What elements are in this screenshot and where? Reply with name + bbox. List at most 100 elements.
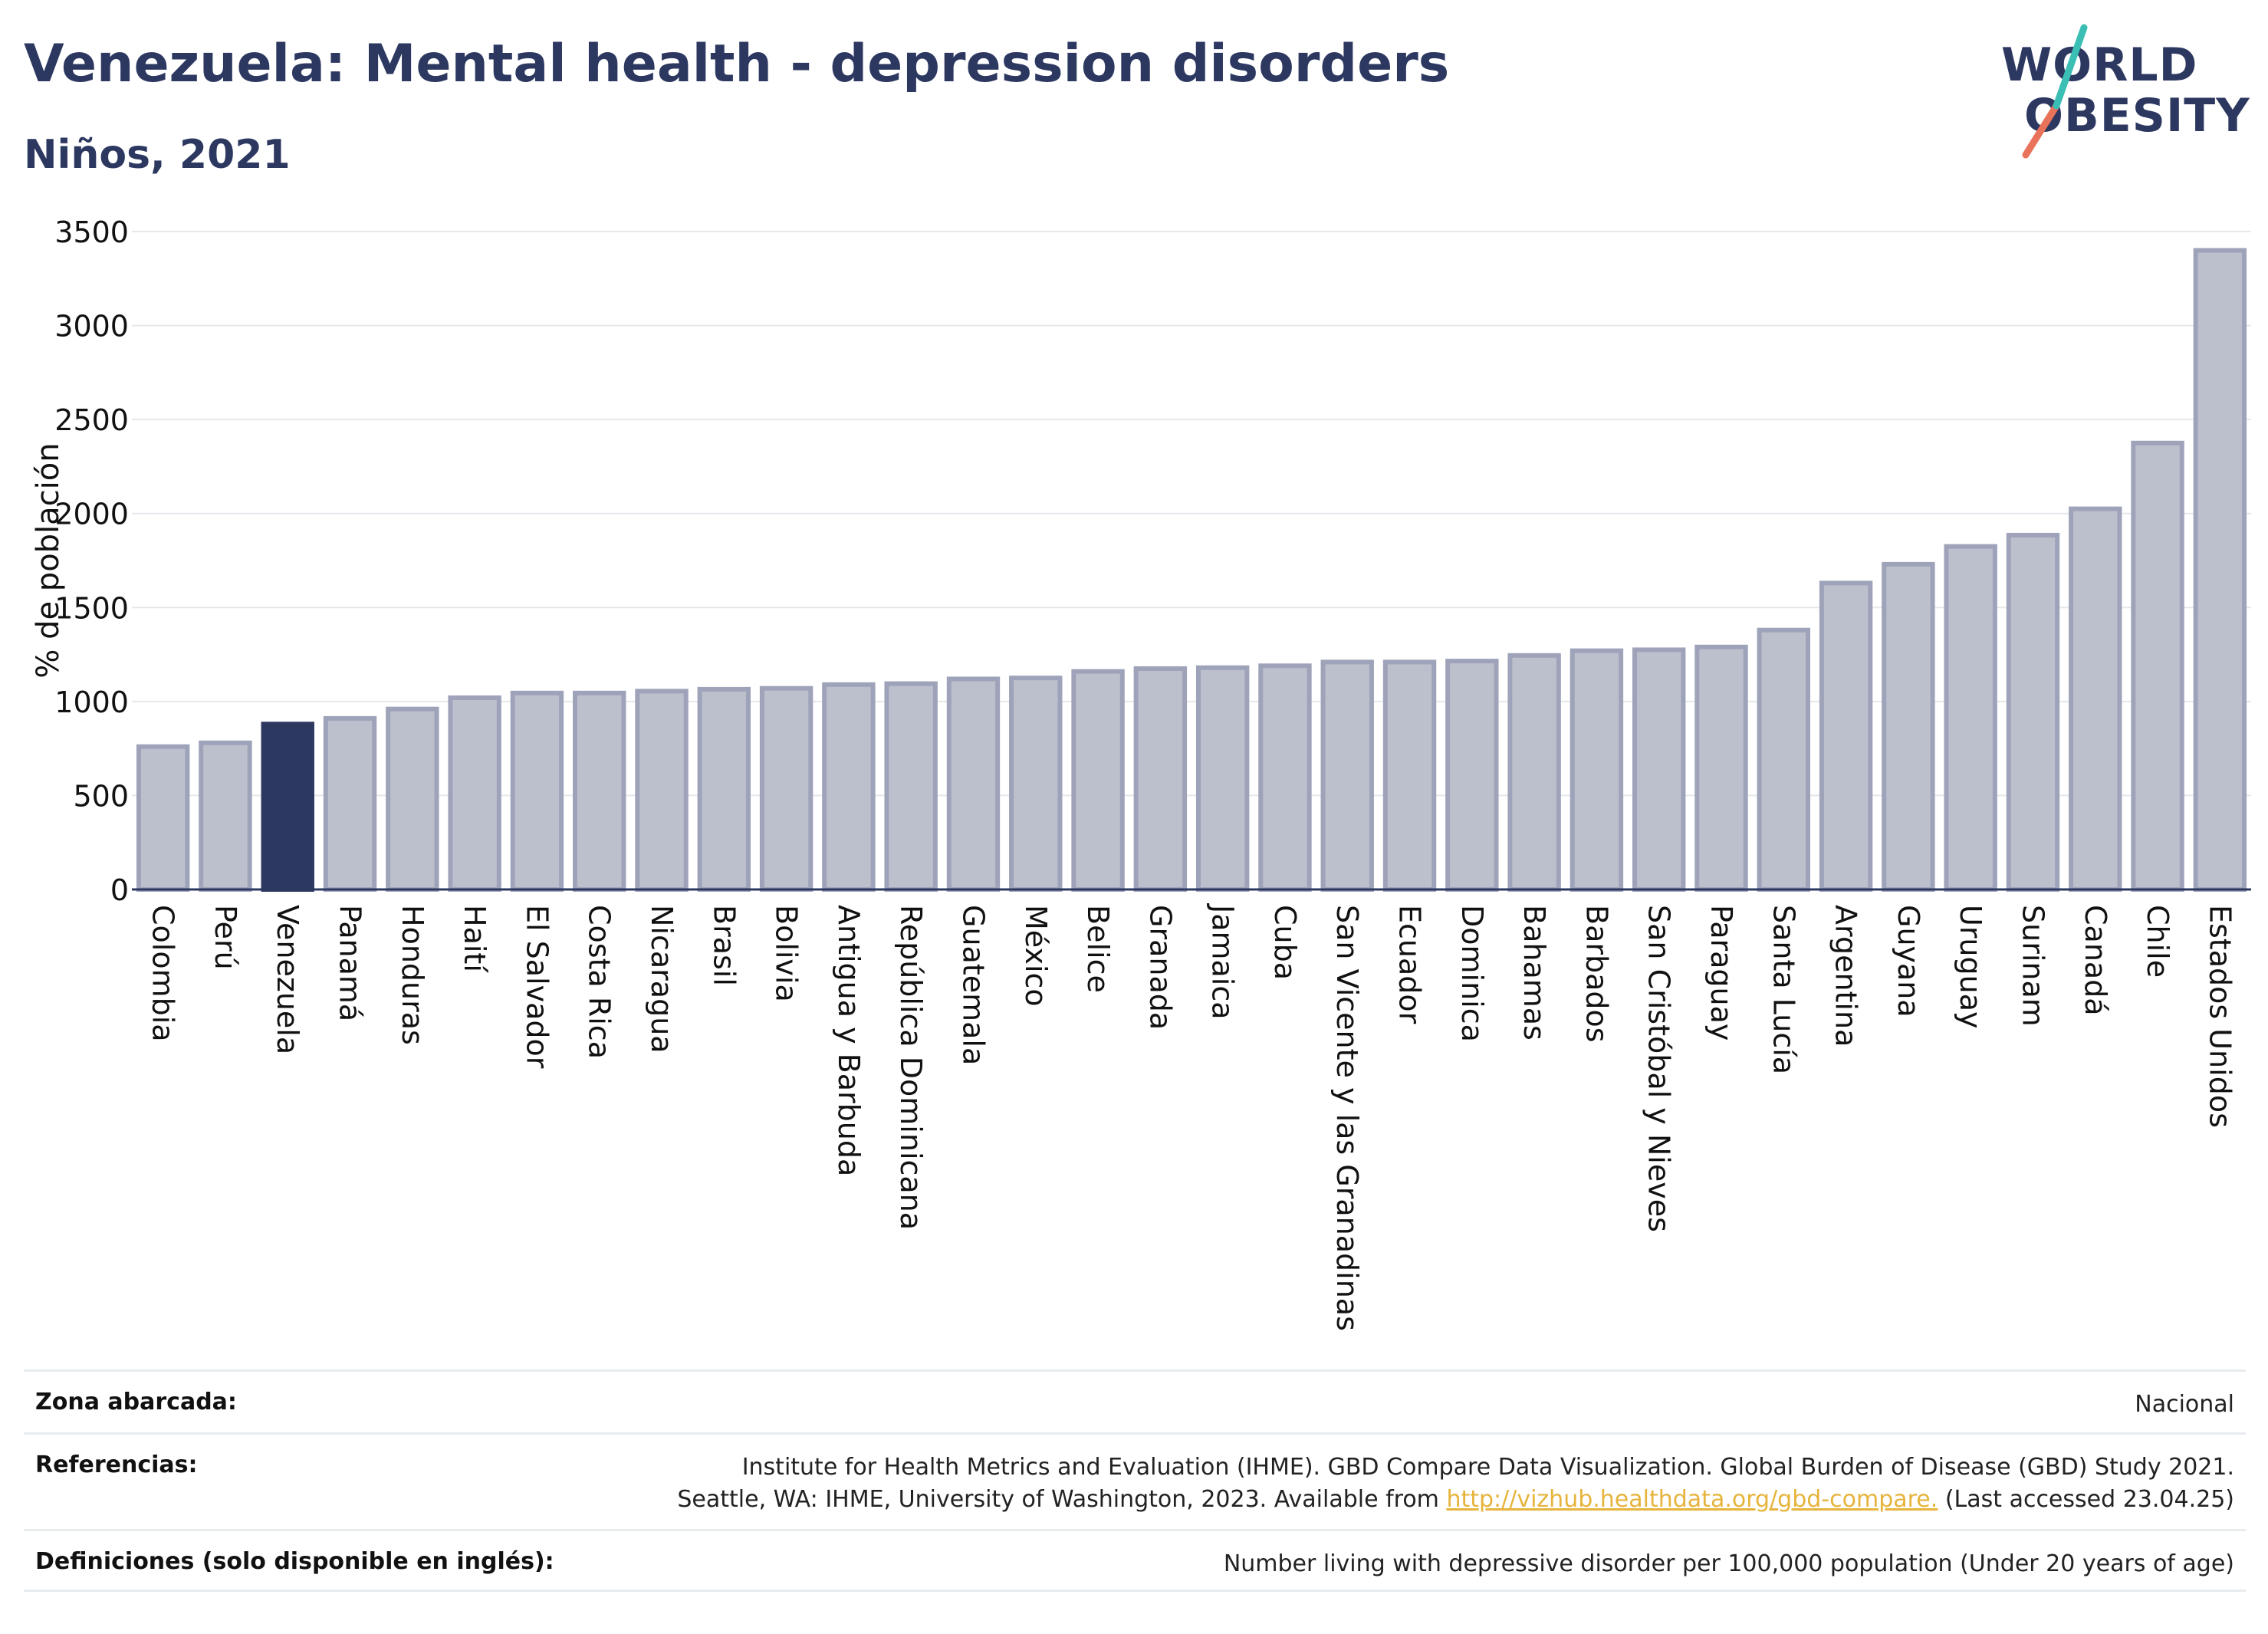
footer-label-referencias: Referencias: (35, 1452, 198, 1478)
x-tick-label: Honduras (396, 905, 429, 1045)
world-obesity-logo: WORLD OBESITY (2001, 23, 2254, 161)
bar-ecuador (1382, 659, 1437, 892)
bars (136, 248, 2247, 893)
footer-row-zona: Zona abarcada: Nacional (24, 1369, 2246, 1432)
x-tick-label: Paraguay (1704, 905, 1738, 1041)
reference-line-2-pre: Seattle, WA: IHME, University of Washing… (677, 1486, 1447, 1513)
chart-title: Venezuela: Mental health - depression di… (24, 34, 1450, 94)
x-tick-label: Granada (1143, 905, 1177, 1030)
bar-honduras (386, 706, 439, 892)
y-tick-label: 1500 (54, 591, 129, 625)
bar-panam- (323, 715, 377, 892)
bar-surinam (2006, 532, 2060, 892)
bar-brasil (697, 686, 751, 892)
x-tick-label: Barbados (1579, 905, 1613, 1043)
logo-slash-icon (2022, 24, 2088, 159)
bar-antigua-y-barbuda (822, 682, 876, 893)
bar-chart: 0 500 1000 1500 2000 2500 3000 3500 Colombia Per… (31, 215, 2251, 1331)
x-tick-label: San Vicente y las Granadinas (1330, 905, 1364, 1331)
footer-row-referencias: Referencias: Institute for Health Metric… (24, 1432, 2246, 1529)
bar-chile (2131, 440, 2184, 892)
y-tick-label: 500 (73, 779, 129, 813)
bar-barbados (1570, 648, 1624, 892)
bar-hait- (448, 695, 501, 892)
x-tick-label: Bolivia (770, 905, 804, 1002)
bar-cuba (1258, 663, 1312, 893)
logo-word-world: WORLD (2001, 38, 2198, 92)
footer-value-definiciones: Number living with depressive disorder p… (1223, 1550, 2234, 1577)
bar-guatemala (946, 676, 1001, 892)
y-tick-label: 3000 (54, 310, 129, 344)
reference-line-2-post: (Last accessed 23.04.25) (1938, 1486, 2234, 1513)
bar-canad- (2069, 506, 2122, 892)
footer-label-zona: Zona abarcada: (35, 1389, 237, 1415)
bar-jamaica (1195, 665, 1250, 893)
bar-bahamas (1507, 653, 1561, 892)
y-tick-label: 0 (110, 873, 129, 907)
x-tick-label: Brasil (707, 905, 741, 986)
x-tick-label: República Dominicana (894, 905, 928, 1230)
bar-paraguay (1694, 644, 1748, 892)
bar-argentina (1819, 580, 1873, 892)
y-tick-label: 3500 (54, 215, 129, 249)
x-tick-label: Estados Unidos (2203, 905, 2237, 1128)
x-tick-label: Canadá (2079, 905, 2112, 1016)
x-tick-label: Chile (2141, 905, 2174, 978)
bar-guyana (1882, 561, 1935, 892)
bar-m-xico (1009, 676, 1063, 892)
x-tick-label: Santa Lucía (1767, 905, 1800, 1074)
bar-estados-unidos (2193, 248, 2247, 892)
x-tick-label: Panamá (334, 905, 367, 1021)
y-tick-label: 2000 (54, 498, 129, 531)
y-tick-label: 1000 (54, 685, 129, 719)
footer-row-definiciones: Definiciones (solo disponible en inglés)… (24, 1529, 2246, 1592)
y-tick-label: 2500 (54, 403, 129, 437)
bar-bolivia (759, 685, 814, 892)
bar-dominica (1445, 659, 1499, 892)
x-tick-label: Uruguay (1954, 905, 1987, 1029)
y-axis-label: % de población (31, 442, 66, 678)
x-tick-label: Cuba (1268, 905, 1302, 980)
footer-value-referencias: Institute for Health Metrics and Evaluat… (677, 1452, 2234, 1516)
bar-nicaragua (635, 689, 689, 892)
reference-line-1: Institute for Health Metrics and Evaluat… (741, 1454, 2234, 1481)
bar-granada (1133, 666, 1188, 892)
x-tick-label: Colombia (146, 905, 180, 1042)
x-tick-label: Guatemala (956, 905, 990, 1065)
x-tick-label: Haití (458, 905, 491, 973)
x-tick-label: Surinam (2016, 905, 2049, 1027)
x-tick-label: Dominica (1455, 905, 1489, 1042)
x-tick-label: Nicaragua (645, 905, 679, 1054)
bar-venezuela (261, 722, 314, 892)
reference-link[interactable]: http://vizhub.healthdata.org/gbd-compare… (1446, 1486, 1938, 1513)
x-tick-label: Argentina (1829, 905, 1863, 1047)
x-tick-label: Guyana (1892, 905, 1925, 1018)
x-tick-label: Belice (1081, 905, 1115, 993)
footer-label-definiciones: Definiciones (solo disponible en inglés)… (35, 1548, 554, 1575)
y-axis-ticks: 0 500 1000 1500 2000 2500 3000 3500 (54, 215, 129, 907)
footer-table: Zona abarcada: Nacional Referencias: Ins… (24, 1369, 2246, 1592)
bar-san-crist-bal-y-nieves (1632, 647, 1686, 892)
x-tick-label: Jamaica (1206, 903, 1240, 1020)
x-tick-label: Costa Rica (583, 905, 616, 1059)
bar-uruguay (1944, 544, 1997, 892)
x-tick-label: San Cristóbal y Nieves (1642, 905, 1676, 1232)
bar-per- (199, 740, 252, 892)
x-tick-label: Venezuela (271, 905, 304, 1054)
x-tick-label: Bahamas (1517, 905, 1551, 1041)
bar-santa-luc-a (1757, 627, 1810, 893)
bar-rep-blica-dominicana (884, 681, 938, 892)
x-tick-label: Perú (209, 905, 242, 970)
x-tick-label: Antigua y Barbuda (832, 905, 866, 1176)
bar-el-salvador (510, 690, 564, 893)
bar-san-vicente-y-las-granadinas (1320, 659, 1374, 892)
x-tick-label: El Salvador (520, 905, 554, 1069)
footer-value-zona: Nacional (2135, 1391, 2234, 1418)
x-tick-label: Ecuador (1393, 905, 1427, 1024)
x-tick-label: México (1019, 905, 1053, 1007)
bar-belice (1071, 669, 1125, 892)
x-axis-labels: Colombia Perú Venezuela Panamá Honduras Haití… (146, 903, 2237, 1331)
chart-subtitle: Niños, 2021 (24, 132, 291, 178)
bar-costa-rica (573, 690, 626, 893)
bar-colombia (136, 744, 190, 892)
